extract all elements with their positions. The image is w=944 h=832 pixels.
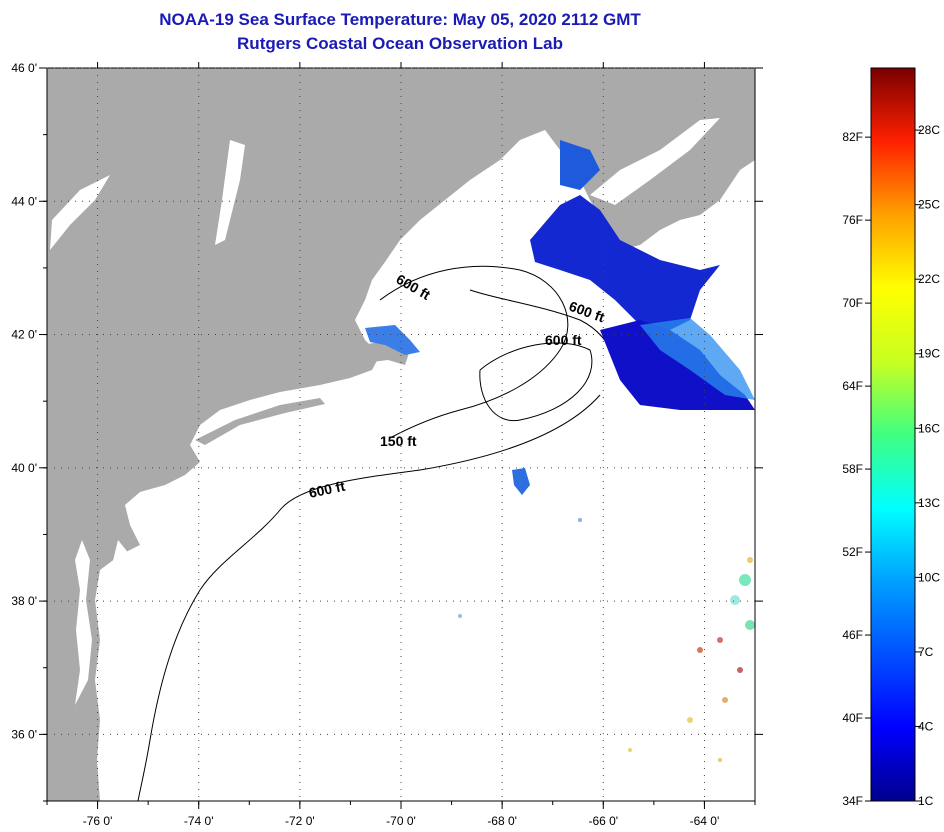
- sst-patch-shelf: [512, 468, 530, 495]
- land-mass: [47, 68, 755, 801]
- contour-label-600ft-shelf: 600 ft: [307, 478, 346, 501]
- contour-label-600ft-georges: 600 ft: [545, 332, 582, 348]
- lon-label: -68 0': [487, 814, 517, 828]
- lon-label: -66 0': [588, 814, 618, 828]
- lon-label: -76 0': [83, 814, 113, 828]
- sst-warm-speckles: [458, 518, 755, 762]
- colorbar-c-label: 28C: [918, 123, 940, 137]
- contour-label-150ft: 150 ft: [380, 433, 417, 449]
- colorbar-c-label: 16C: [918, 421, 940, 435]
- georges-bank-contour: [479, 342, 593, 422]
- colorbar-c-label: 4C: [918, 719, 934, 733]
- lat-label: 42 0': [11, 328, 37, 342]
- axes: -76 0' -74 0' -72 0' -70 0' -68 0' -66 0' -64 …: [11, 61, 763, 828]
- colorbar: [870, 67, 916, 802]
- lat-label: 38 0': [11, 594, 37, 608]
- colorbar-f-label: 58F: [842, 462, 863, 476]
- colorbar-f-label: 40F: [842, 711, 863, 725]
- contour-600ft-shelf: [137, 394, 601, 801]
- colorbar-c-label: 7C: [918, 645, 934, 659]
- colorbar-labels: 82F 76F 70F 64F 58F 52F 46F 40F 34F 28C 25C 22C 19C 1…: [842, 123, 940, 808]
- bay-of-fundy: [590, 118, 720, 205]
- map-area: 600 ft 600 ft 600 ft 150 ft 600 ft: [47, 68, 755, 801]
- lon-label: -64 0': [690, 814, 720, 828]
- lon-label: -72 0': [285, 814, 315, 828]
- colorbar-f-label: 34F: [842, 794, 863, 808]
- colorbar-f-label: 46F: [842, 628, 863, 642]
- colorbar-f-label: 76F: [842, 213, 863, 227]
- lat-label: 40 0': [11, 461, 37, 475]
- lat-label: 36 0': [11, 727, 37, 741]
- map-title: NOAA-19 Sea Surface Temperature: May 05,…: [159, 10, 641, 29]
- lake-region: [50, 175, 110, 250]
- colorbar-f-label: 82F: [842, 130, 863, 144]
- sst-cold-patch-gulf-of-maine: [530, 140, 755, 410]
- lat-label: 44 0': [11, 194, 37, 208]
- lake-champlain: [215, 140, 245, 245]
- contour-150ft: [379, 265, 569, 439]
- colorbar-c-label: 25C: [918, 198, 940, 212]
- lon-label: -74 0': [184, 814, 214, 828]
- delaware-bay: [112, 540, 130, 575]
- lat-label: 46 0': [11, 61, 37, 75]
- lon-label: -70 0': [386, 814, 416, 828]
- colorbar-c-label: 19C: [918, 347, 940, 361]
- long-island: [195, 398, 325, 445]
- colorbar-f-label: 64F: [842, 379, 863, 393]
- map-subtitle: Rutgers Coastal Ocean Observation Lab: [237, 34, 563, 53]
- colorbar-c-label: 1C: [918, 794, 934, 808]
- colorbar-c-label: 13C: [918, 496, 940, 510]
- sst-patch-cape-cod: [365, 325, 420, 355]
- colorbar-c-label: 22C: [918, 272, 940, 286]
- colorbar-c-label: 10C: [918, 570, 940, 584]
- colorbar-f-label: 70F: [842, 296, 863, 310]
- colorbar-f-label: 52F: [842, 545, 863, 559]
- chesapeake-bay: [75, 540, 92, 705]
